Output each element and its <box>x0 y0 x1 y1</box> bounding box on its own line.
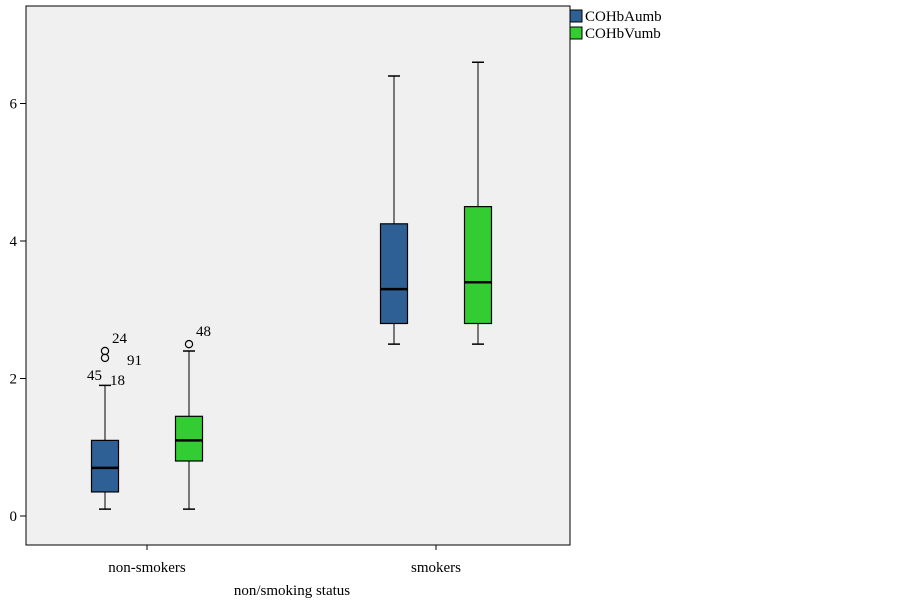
legend-label: COHbAumb <box>585 9 662 25</box>
outlier-label: 91 <box>127 353 142 369</box>
outlier-label: 18 <box>110 373 125 389</box>
legend-label: COHbVumb <box>585 26 661 42</box>
outlier-label: 48 <box>196 324 211 340</box>
legend-swatch <box>569 26 583 40</box>
y-tick-label: 0 <box>10 509 18 525</box>
box-iqr <box>174 415 204 462</box>
box-COHbAumb-smokers <box>379 75 409 345</box>
y-axis: 0 2 4 6 <box>10 97 26 525</box>
legend-item: COHbAumb <box>569 9 662 25</box>
outlier-point <box>100 353 110 363</box>
x-tick-label: non-smokers <box>108 560 186 576</box>
x-tick-label: smokers <box>411 560 461 576</box>
box-COHbVumb-non-smokers: 48 <box>174 324 211 510</box>
outlier-label: 24 <box>112 331 128 347</box>
boxes: 24 91 45 18 48 <box>87 61 493 510</box>
y-tick-label: 4 <box>10 234 18 250</box>
y-tick-label: 2 <box>10 372 18 388</box>
y-tick-label: 6 <box>10 97 18 113</box>
box-iqr <box>90 439 120 493</box>
box-COHbAumb-non-smokers: 24 91 45 18 <box>87 331 142 510</box>
box-COHbVumb-smokers <box>463 61 493 345</box>
outlier-point <box>184 339 194 349</box>
legend-swatch <box>569 9 583 23</box>
box-iqr <box>463 206 493 325</box>
outlier-label: 45 <box>87 368 102 384</box>
x-axis: non-smokers smokers <box>108 545 461 576</box>
x-axis-title: non/smoking status <box>234 583 350 599</box>
box-iqr <box>379 223 409 325</box>
legend-item: COHbVumb <box>569 26 661 42</box>
